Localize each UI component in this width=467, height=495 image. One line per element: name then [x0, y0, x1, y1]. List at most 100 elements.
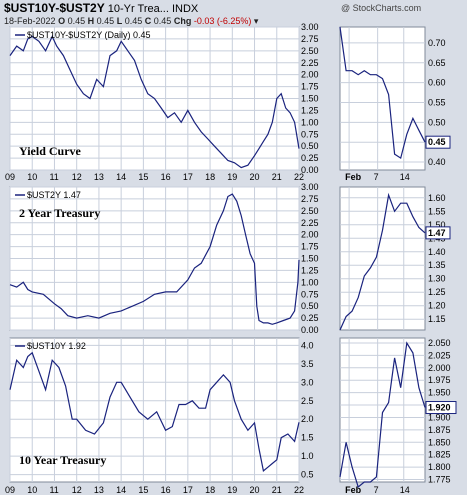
- x-tick-label: 22: [294, 485, 304, 495]
- short-x-tick-label: 14: [400, 485, 410, 495]
- legend-entry: $UST2Y 1.47: [27, 190, 81, 200]
- short-series-line: [339, 192, 426, 331]
- short-x-tick-label: Feb: [345, 485, 362, 495]
- y-tick-label: 1.00: [301, 117, 319, 127]
- short-y-tick-label: 1.55: [428, 206, 446, 216]
- x-tick-label: 19: [227, 172, 237, 182]
- legend-entry: $UST10Y 1.92: [27, 341, 86, 351]
- short-y-tick-label: 0.70: [428, 38, 446, 48]
- y-tick-label: 2.75: [301, 194, 319, 204]
- x-tick-label: 17: [183, 172, 193, 182]
- x-tick-label: 13: [94, 172, 104, 182]
- y-tick-label: 0.00: [301, 325, 319, 335]
- x-tick-label: 14: [116, 172, 126, 182]
- y-tick-label: 0.25: [301, 313, 319, 323]
- short-y-tick-label: 1.60: [428, 193, 446, 203]
- x-tick-label: 18: [205, 172, 215, 182]
- y-tick-label: 3.5: [301, 359, 314, 369]
- panel-label: 10 Year Treasury: [19, 453, 106, 467]
- stockcharts-logo: @ StockCharts.com: [341, 3, 422, 13]
- y-tick-label: 0.75: [301, 289, 319, 299]
- x-tick-label: 11: [49, 485, 58, 495]
- short-y-tick-label: 1.950: [428, 388, 451, 398]
- quote-line: 18-Feb-2022 O 0.45 H 0.45 L 0.45 C 0.45 …: [4, 16, 259, 26]
- short-x-tick-label: 14: [400, 172, 410, 182]
- y-tick-label: 2.75: [301, 34, 319, 44]
- x-tick-label: 21: [272, 172, 282, 182]
- x-tick-label: 21: [272, 485, 282, 495]
- short-panel-3: [339, 337, 426, 483]
- svg-text:1.47: 1.47: [428, 228, 446, 238]
- short-y-tick-label: 2.000: [428, 363, 451, 373]
- x-tick-label: 09: [5, 172, 15, 182]
- y-tick-label: 2.25: [301, 58, 319, 68]
- short-x-tick-label: Feb: [345, 172, 362, 182]
- y-tick-label: 2.00: [301, 70, 319, 80]
- long-series-line: [9, 35, 300, 169]
- panel-label: Yield Curve: [19, 144, 82, 158]
- y-tick-label: 3.00: [301, 182, 319, 192]
- short-y-tick-label: 0.65: [428, 58, 446, 68]
- y-tick-label: 0.5: [301, 470, 314, 480]
- y-tick-label: 0.25: [301, 153, 319, 163]
- change-value: -0.03 (-6.25%): [193, 16, 252, 26]
- y-tick-label: 1.75: [301, 82, 319, 92]
- y-tick-label: 3.0: [301, 377, 314, 387]
- short-y-tick-label: 1.20: [428, 301, 446, 311]
- short-y-tick-label: 1.30: [428, 274, 446, 284]
- short-y-tick-label: 1.975: [428, 375, 451, 385]
- x-tick-label: 12: [72, 485, 82, 495]
- x-tick-label: 16: [161, 172, 171, 182]
- short-y-tick-label: 1.825: [428, 450, 451, 460]
- x-tick-label: 12: [72, 172, 82, 182]
- short-y-tick-label: 0.55: [428, 97, 446, 107]
- short-y-tick-label: 1.875: [428, 425, 451, 435]
- x-tick-label: 11: [49, 172, 58, 182]
- x-tick-label: 15: [138, 485, 148, 495]
- svg-text:1.920: 1.920: [428, 403, 451, 413]
- short-y-tick-label: 0.50: [428, 117, 446, 127]
- dropdown-arrow-icon[interactable]: ▾: [253, 16, 259, 26]
- x-tick-label: 10: [27, 485, 37, 495]
- y-tick-label: 0.75: [301, 129, 319, 139]
- y-tick-label: 0.50: [301, 301, 319, 311]
- short-y-tick-label: 1.15: [428, 314, 446, 324]
- long-series-line: [9, 193, 300, 325]
- y-tick-label: 1.5: [301, 433, 314, 443]
- x-tick-label: 13: [94, 485, 104, 495]
- y-tick-label: 1.25: [301, 265, 319, 275]
- y-tick-label: 2.50: [301, 206, 319, 216]
- y-tick-label: 1.50: [301, 94, 319, 104]
- x-tick-label: 18: [205, 485, 215, 495]
- short-panel-1: [339, 26, 426, 171]
- short-y-tick-label: 1.40: [428, 247, 446, 257]
- x-tick-label: 22: [294, 172, 304, 182]
- short-y-tick-label: 2.025: [428, 350, 451, 360]
- short-y-tick-label: 1.25: [428, 287, 446, 297]
- short-y-tick-label: 1.900: [428, 412, 451, 422]
- x-tick-label: 16: [161, 485, 171, 495]
- x-tick-label: 14: [116, 485, 126, 495]
- y-tick-label: 4.0: [301, 340, 314, 350]
- x-tick-label: 19: [227, 485, 237, 495]
- y-tick-label: 2.25: [301, 218, 319, 228]
- short-y-tick-label: 0.40: [428, 157, 446, 167]
- y-tick-label: 0.50: [301, 141, 319, 151]
- short-x-tick-label: 7: [374, 485, 379, 495]
- x-tick-label: 09: [5, 485, 15, 495]
- x-tick-label: 17: [183, 485, 193, 495]
- short-series-line: [339, 341, 426, 489]
- x-tick-label: 10: [27, 172, 37, 182]
- short-y-tick-label: 1.800: [428, 462, 451, 472]
- last-value-tag: 1.47: [425, 226, 451, 240]
- short-y-tick-label: 1.850: [428, 437, 451, 447]
- y-tick-label: 1.50: [301, 254, 319, 264]
- y-tick-label: 1.0: [301, 451, 314, 461]
- last-value-tag: 0.45: [425, 135, 451, 149]
- short-y-tick-label: 0.60: [428, 78, 446, 88]
- y-tick-label: 0.00: [301, 165, 319, 175]
- panel-label: 2 Year Treasury: [19, 206, 100, 220]
- y-tick-label: 1.75: [301, 242, 319, 252]
- y-tick-label: 1.00: [301, 277, 319, 287]
